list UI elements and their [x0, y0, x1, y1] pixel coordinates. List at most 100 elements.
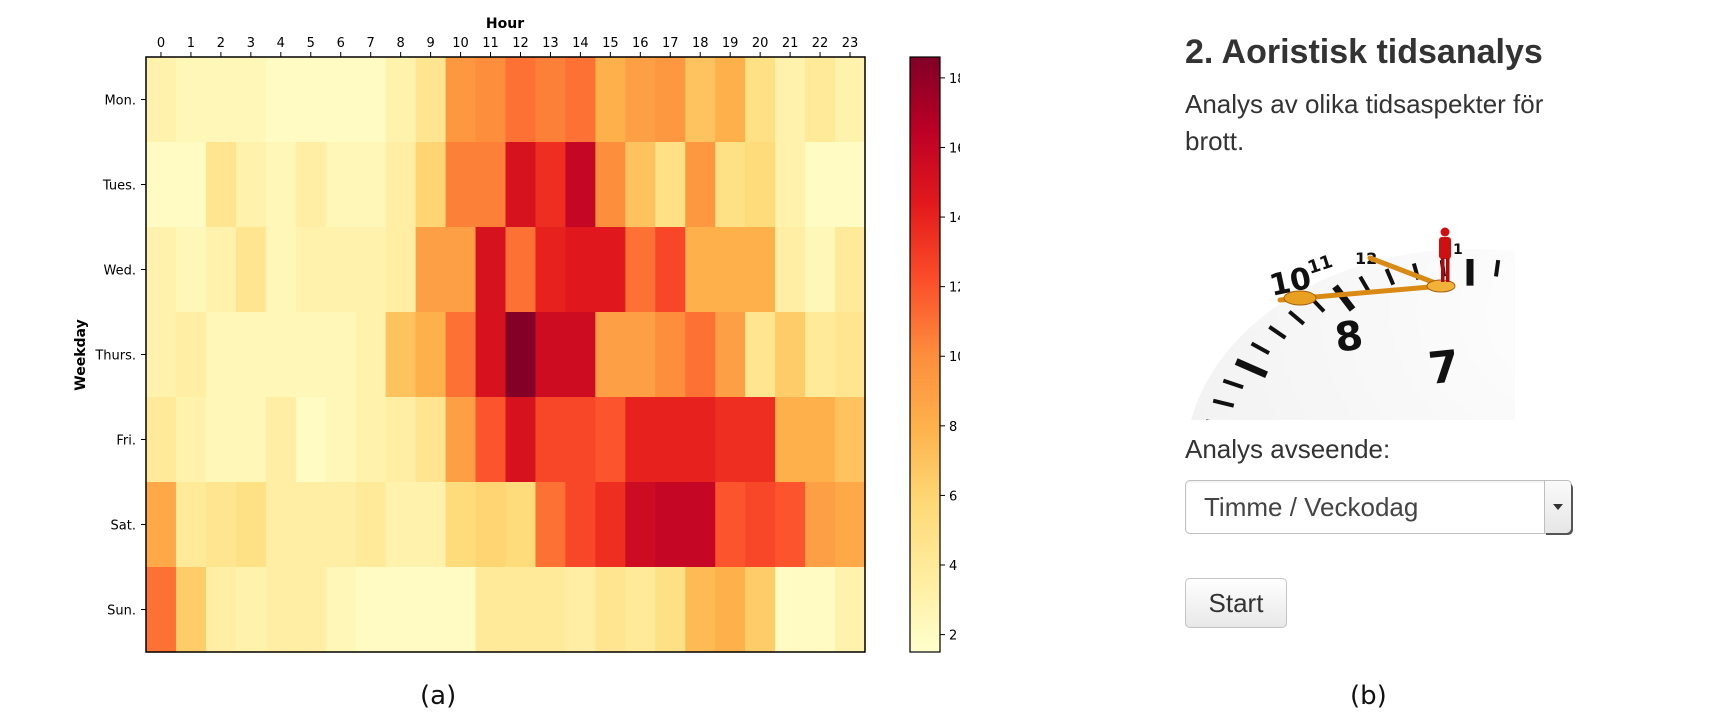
colorbar-tick-label: 6 — [949, 489, 957, 504]
heatmap-chart: 0 1 2 3 4 5 6 7 8 9 10 11 12 13 14 15 16 17 18 19 20 21 22 23 M… — [73, 16, 960, 653]
heatmap-cell-sat-19 — [715, 482, 746, 568]
heatmap-cell-fri-12 — [505, 397, 537, 483]
heatmap-cell-tues-1 — [175, 142, 207, 228]
heatmap-cell-sun-0 — [146, 567, 177, 653]
heatmap-cell-tues-22 — [805, 142, 836, 228]
heatmap-cell-wed-11 — [475, 227, 507, 313]
heatmap-cell-thurs-13 — [535, 312, 567, 398]
heatmap-cell-tues-9 — [415, 142, 447, 228]
clock-icon: 10 11 12 1 8 7 — [1185, 224, 1515, 420]
heatmap-cell-sat-18 — [685, 482, 716, 568]
heatmap-cell-mon-4 — [265, 57, 297, 143]
x-tick-label: 21 — [782, 36, 799, 51]
clock-tick-mark — [1268, 325, 1287, 340]
heatmap-cell-sun-18 — [685, 567, 716, 653]
heatmap-cell-tues-15 — [595, 142, 626, 228]
colorbar-tick-label: 4 — [949, 559, 957, 574]
clock-tick-mark — [1288, 310, 1306, 326]
caption-a: (a) — [420, 681, 457, 711]
heatmap-cell-fri-16 — [625, 397, 656, 483]
heatmap-cell-fri-21 — [775, 397, 806, 483]
x-tick-label: 20 — [752, 36, 769, 51]
heatmap-cell-sun-15 — [595, 567, 626, 653]
heatmap-cell-thurs-9 — [415, 312, 447, 398]
heatmap-cell-mon-21 — [775, 57, 806, 143]
x-tick-label: 17 — [662, 36, 679, 51]
heatmap-cell-thurs-12 — [505, 312, 537, 398]
heatmap-cell-sat-4 — [265, 482, 297, 568]
heatmap-cell-wed-23 — [835, 227, 866, 313]
heatmap-cell-tues-12 — [505, 142, 537, 228]
heatmap-cell-thurs-21 — [775, 312, 806, 398]
heatmap-cell-mon-17 — [655, 57, 686, 143]
heatmap-cell-sat-22 — [805, 482, 836, 568]
x-axis-ticks: 0 1 2 3 4 5 6 7 8 9 10 11 12 13 14 15 16 17 18 19 20 21 22 23 — [157, 36, 858, 57]
heatmap-cell-wed-12 — [505, 227, 537, 313]
analysis-select[interactable]: Timme / Veckodag — [1185, 480, 1572, 534]
person-figure-icon — [1439, 227, 1451, 282]
heatmap-cell-mon-7 — [355, 57, 387, 143]
heatmap-cell-mon-9 — [415, 57, 447, 143]
heatmap-cell-wed-7 — [355, 227, 387, 313]
heatmap-cell-sun-21 — [775, 567, 806, 653]
heatmap-cell-sat-20 — [745, 482, 776, 568]
heatmap-cell-wed-1 — [175, 227, 207, 313]
start-button[interactable]: Start — [1185, 578, 1287, 628]
colorbar-tick-label: 16 — [949, 141, 960, 156]
heatmap-cell-tues-6 — [325, 142, 357, 228]
heatmap-cell-mon-11 — [475, 57, 507, 143]
caption-b: (b) — [1350, 681, 1387, 711]
heatmap-cell-wed-20 — [745, 227, 776, 313]
heatmap-cell-thurs-15 — [595, 312, 626, 398]
svg-text:1: 1 — [1453, 242, 1463, 258]
heatmap-cell-fri-15 — [595, 397, 626, 483]
heatmap-cell-sat-23 — [835, 482, 866, 568]
heatmap-cell-mon-12 — [505, 57, 537, 143]
heatmap-cell-sun-9 — [415, 567, 447, 653]
heatmap-cell-thurs-16 — [625, 312, 656, 398]
heatmap-cell-fri-13 — [535, 397, 567, 483]
x-tick-label: 19 — [722, 36, 739, 51]
heatmap-cell-sun-5 — [295, 567, 327, 653]
heatmap-cell-fri-22 — [805, 397, 836, 483]
heatmap-cell-tues-17 — [655, 142, 686, 228]
heatmap-cell-sun-22 — [805, 567, 836, 653]
clock-tick-mark — [1222, 378, 1244, 390]
heatmap-cell-mon-5 — [295, 57, 327, 143]
heatmap-cell-tues-16 — [625, 142, 656, 228]
heatmap-cell-thurs-5 — [295, 312, 327, 398]
heatmap-cell-sat-11 — [475, 482, 507, 568]
heatmap-cell-mon-20 — [745, 57, 776, 143]
heatmap-cell-mon-8 — [385, 57, 417, 143]
x-tick-label: 8 — [397, 36, 405, 51]
chevron-down-icon[interactable] — [1544, 481, 1571, 533]
panel-description: Analys av olika tidsaspekter för brott. — [1185, 89, 1544, 156]
heatmap-cell-sat-7 — [355, 482, 387, 568]
heatmap-cell-sat-16 — [625, 482, 656, 568]
colorbar-tick-label: 18 — [949, 72, 960, 87]
heatmap-cell-fri-5 — [295, 397, 327, 483]
heatmap-cell-fri-7 — [355, 397, 387, 483]
analysis-select-value: Timme / Veckodag — [1204, 492, 1419, 522]
heatmap-cell-thurs-11 — [475, 312, 507, 398]
heatmap-cell-mon-22 — [805, 57, 836, 143]
heatmap-cell-mon-10 — [445, 57, 477, 143]
clock-tick-mark — [1332, 284, 1356, 312]
heatmap-cell-tues-13 — [535, 142, 567, 228]
heatmap-cell-sun-8 — [385, 567, 417, 653]
heatmap-cells — [146, 57, 866, 653]
heatmap-cell-wed-22 — [805, 227, 836, 313]
heatmap-cell-wed-2 — [205, 227, 237, 313]
y-tick-label: Fri. — [116, 434, 136, 449]
heatmap-cell-mon-14 — [565, 57, 596, 143]
clock-image: 10 11 12 1 8 7 — [1185, 224, 1515, 420]
heatmap-cell-tues-3 — [235, 142, 267, 228]
heatmap-cell-sat-15 — [595, 482, 626, 568]
heatmap-cell-tues-18 — [685, 142, 716, 228]
heatmap-cell-tues-7 — [355, 142, 387, 228]
heatmap-cell-tues-14 — [565, 142, 596, 228]
heatmap-cell-thurs-2 — [205, 312, 237, 398]
x-tick-label: 15 — [602, 36, 619, 51]
heatmap-cell-thurs-22 — [805, 312, 836, 398]
heatmap-cell-wed-9 — [415, 227, 447, 313]
